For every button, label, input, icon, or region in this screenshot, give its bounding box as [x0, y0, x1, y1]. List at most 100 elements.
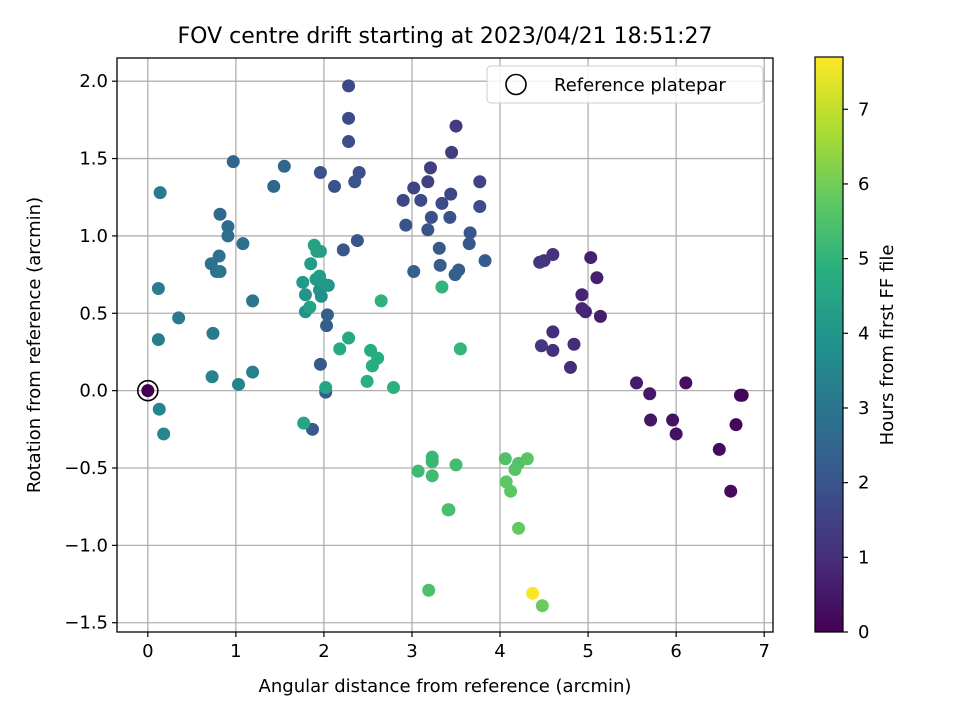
scatter-point — [374, 294, 388, 308]
y-tick-label: 2.0 — [79, 71, 108, 92]
colorbar-tick-label: 4 — [858, 323, 869, 344]
scatter-point — [643, 387, 657, 401]
x-tick-label: 5 — [582, 641, 593, 662]
colorbar-tick-label: 3 — [858, 398, 869, 419]
colorbar-tick-label: 7 — [858, 99, 869, 120]
scatter-point — [360, 374, 374, 388]
scatter-point — [448, 268, 462, 282]
scatter-point — [232, 377, 246, 391]
reference-platepar-ring — [137, 379, 159, 402]
scatter-point — [433, 258, 447, 272]
y-tick-label: 0.5 — [79, 303, 108, 324]
scatter-point — [533, 255, 547, 269]
scatter-point — [348, 175, 362, 189]
scatter-point — [226, 155, 240, 169]
scatter-point — [449, 119, 463, 133]
scatter-point — [172, 311, 186, 325]
scatter-point — [327, 179, 341, 193]
x-tick-label: 7 — [758, 641, 769, 662]
scatter-point — [435, 196, 449, 210]
x-tick-label: 0 — [142, 641, 153, 662]
scatter-point — [153, 186, 167, 200]
scatter-point — [151, 333, 165, 347]
scatter-point — [157, 427, 171, 441]
scatter-point — [669, 427, 683, 441]
y-tick-label: 1.5 — [79, 149, 108, 170]
scatter-point — [407, 181, 421, 195]
scatter-point — [221, 229, 235, 243]
scatter-point — [453, 342, 467, 356]
scatter-point — [534, 339, 548, 353]
scatter-point — [462, 237, 476, 251]
scatter-point — [575, 288, 589, 302]
scatter-point — [444, 187, 458, 201]
scatter-point — [206, 326, 220, 340]
x-tick-label: 2 — [318, 641, 329, 662]
scatter-point — [350, 234, 364, 248]
scatter-point — [320, 319, 334, 333]
grid-lines — [117, 58, 773, 632]
y-tick-label: −1.0 — [64, 535, 108, 556]
reference-point — [141, 384, 155, 398]
scatter-point — [267, 179, 281, 193]
scatter-point — [473, 175, 487, 189]
scatter-point — [386, 381, 400, 395]
scatter-point — [590, 271, 604, 285]
scatter-point — [478, 254, 492, 268]
scatter-point — [365, 359, 379, 373]
colorbar-frame — [814, 56, 844, 633]
colorbar-tick-label: 2 — [858, 473, 869, 494]
scatter-point — [296, 275, 310, 289]
scatter-point — [729, 418, 743, 432]
scatter-point — [435, 280, 449, 294]
x-tick-label: 6 — [670, 641, 681, 662]
scatter-point — [319, 381, 333, 395]
scatter-point — [546, 343, 560, 357]
scatter-point — [424, 210, 438, 224]
scatter-point — [520, 452, 534, 466]
y-tick-label: 0.0 — [79, 381, 108, 402]
colorbar-tick-label: 0 — [858, 622, 869, 643]
scatter-point — [246, 294, 260, 308]
x-axis-label: Angular distance from reference (arcmin) — [259, 676, 632, 697]
scatter-point — [342, 79, 356, 93]
colorbar-tick-label: 6 — [858, 174, 869, 195]
scatter-point — [304, 257, 318, 271]
scatter-point — [313, 165, 327, 179]
scatter-point — [567, 337, 581, 351]
legend: Reference platepar — [486, 65, 764, 104]
chart-title: FOV centre drift starting at 2023/04/21 … — [178, 24, 713, 49]
colorbar-ticks: 0 1 2 3 4 5 6 7 — [843, 99, 869, 643]
scatter-point — [666, 413, 680, 427]
scatter-point — [399, 218, 413, 232]
scatter-point — [535, 599, 549, 613]
scatter-point — [213, 265, 227, 279]
scatter-point — [151, 282, 165, 296]
scatter-point — [421, 223, 435, 237]
scatter-point — [313, 269, 327, 283]
scatter-point — [449, 458, 463, 472]
scatter-point — [414, 193, 428, 207]
scatter-point — [246, 365, 260, 379]
scatter-point — [463, 226, 477, 240]
scatter-point — [432, 241, 446, 255]
plot-background — [117, 58, 773, 632]
colorbar-tick-label: 1 — [858, 547, 869, 568]
scatter-point — [236, 237, 250, 251]
scatter-point — [422, 583, 436, 597]
scatter-point — [396, 193, 410, 207]
scatter-point — [333, 342, 347, 356]
scatter-point — [297, 416, 311, 430]
scatter-point — [425, 469, 439, 483]
plot-frame — [116, 57, 774, 633]
legend-entry-reference-platepar: Reference platepar — [554, 75, 726, 96]
scatter-point — [421, 175, 435, 189]
scatter-point — [213, 207, 227, 221]
colorbar-label: Hours from first FF file — [877, 245, 898, 446]
scatter-point — [342, 135, 356, 149]
scatter-points — [151, 79, 749, 613]
scatter-point — [575, 302, 589, 316]
x-tick-label: 1 — [230, 641, 241, 662]
scatter-point — [473, 200, 487, 214]
